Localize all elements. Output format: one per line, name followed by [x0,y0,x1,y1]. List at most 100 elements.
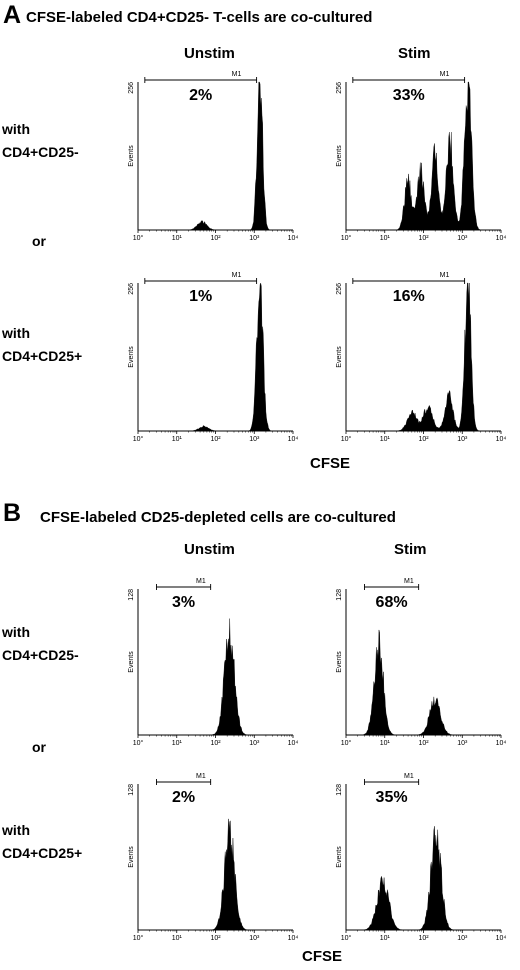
gate-percent-label: 68% [376,594,408,611]
x-tick-label: 10° [133,739,144,747]
panel-a-or-label: or [32,233,46,249]
gate-label: M1 [196,773,206,780]
panel-b-letter: B [3,499,22,527]
gate-percent-label: 16% [393,288,425,305]
y-axis-label: Events [128,846,135,868]
x-tick-label: 10² [418,436,429,443]
panel-b-x-axis-title: CFSE [302,948,343,965]
gate-percent-label: 35% [376,789,408,806]
panel-a-col-label-unstim: Unstim [184,45,235,62]
y-max-label: 128 [128,784,135,796]
x-tick-label: 10° [133,234,144,242]
x-tick-label: 10¹ [380,235,391,242]
gate-label: M1 [404,773,414,780]
x-tick-label: 10⁴ [496,935,507,942]
y-axis-label: Events [128,145,135,167]
gate-label: M1 [440,71,450,78]
gate-label: M1 [232,272,242,279]
x-tick-label: 10¹ [172,436,183,443]
x-tick-label: 10¹ [380,935,391,942]
x-tick-label: 10¹ [380,436,391,443]
x-tick-label: 10³ [457,935,468,942]
panel-b-col-label-unstim: Unstim [184,541,235,558]
x-tick-label: 10¹ [380,740,391,747]
x-tick-label: 10³ [249,935,260,942]
gate-percent-label: 2% [189,87,212,104]
x-tick-label: 10⁴ [288,235,299,242]
gate-label: M1 [196,578,206,585]
x-tick-label: 10³ [457,436,468,443]
x-tick-label: 10° [341,739,352,747]
x-tick-label: 10³ [249,235,260,242]
x-tick-label: 10⁴ [288,436,299,443]
x-tick-label: 10¹ [172,740,183,747]
x-tick-label: 10² [418,740,429,747]
y-axis-label: Events [128,651,135,673]
panel-a-row2-label: CD4+CD25+ [2,348,83,364]
panel-b-col-label-stim: Stim [394,541,427,558]
x-tick-label: 10⁴ [496,235,507,242]
x-tick-label: 10° [341,435,352,443]
y-max-label: 256 [128,283,135,295]
gate-percent-label: 33% [393,87,425,104]
x-tick-label: 10² [418,235,429,242]
x-tick-label: 10³ [457,235,468,242]
gate-label: M1 [404,578,414,585]
x-tick-label: 10° [133,934,144,942]
x-tick-label: 10² [210,740,221,747]
y-axis-label: Events [336,145,343,167]
x-tick-label: 10° [341,934,352,942]
gate-label: M1 [440,272,450,279]
x-tick-label: 10¹ [172,935,183,942]
x-tick-label: 10² [210,436,221,443]
panel-a-col-label-stim: Stim [398,45,431,62]
y-max-label: 256 [336,283,343,295]
gate-percent-label: 3% [172,594,195,611]
panel-a-letter: A [3,1,22,29]
x-tick-label: 10² [210,235,221,242]
gate-percent-label: 2% [172,789,195,806]
panel-b-row2-with: with [2,822,30,838]
panel-b-or-label: or [32,739,46,755]
y-max-label: 256 [336,82,343,94]
x-tick-label: 10³ [249,436,260,443]
y-axis-label: Events [336,346,343,368]
panel-a-title: CFSE-labeled CD4+CD25- T-cells are co-cu… [26,9,373,26]
y-max-label: 256 [128,82,135,94]
panel-b-title: CFSE-labeled CD25-depleted cells are co-… [40,509,396,526]
x-tick-label: 10⁴ [496,436,507,443]
x-tick-label: 10° [341,234,352,242]
panel-a-x-axis-title: CFSE [310,455,351,472]
panel-b-row1-with: with [2,624,30,640]
panel-a-row2-with: with [2,325,30,341]
gate-percent-label: 1% [189,288,212,305]
panel-a-row1-label: CD4+CD25- [2,144,79,160]
panel-a-row1-with: with [2,121,30,137]
gate-label: M1 [232,71,242,78]
x-tick-label: 10¹ [172,235,183,242]
x-tick-label: 10⁴ [288,935,299,942]
x-tick-label: 10³ [457,740,468,747]
panel-b-row1-label: CD4+CD25- [2,647,79,663]
x-tick-label: 10² [210,935,221,942]
y-max-label: 128 [336,589,343,601]
panel-b-row2-label: CD4+CD25+ [2,845,83,861]
y-max-label: 128 [336,784,343,796]
y-axis-label: Events [128,346,135,368]
y-axis-label: Events [336,651,343,673]
y-axis-label: Events [336,846,343,868]
x-tick-label: 10³ [249,740,260,747]
y-max-label: 128 [128,589,135,601]
x-tick-label: 10² [418,935,429,942]
x-tick-label: 10° [133,435,144,443]
x-tick-label: 10⁴ [288,740,299,747]
histogram-area [346,826,501,931]
